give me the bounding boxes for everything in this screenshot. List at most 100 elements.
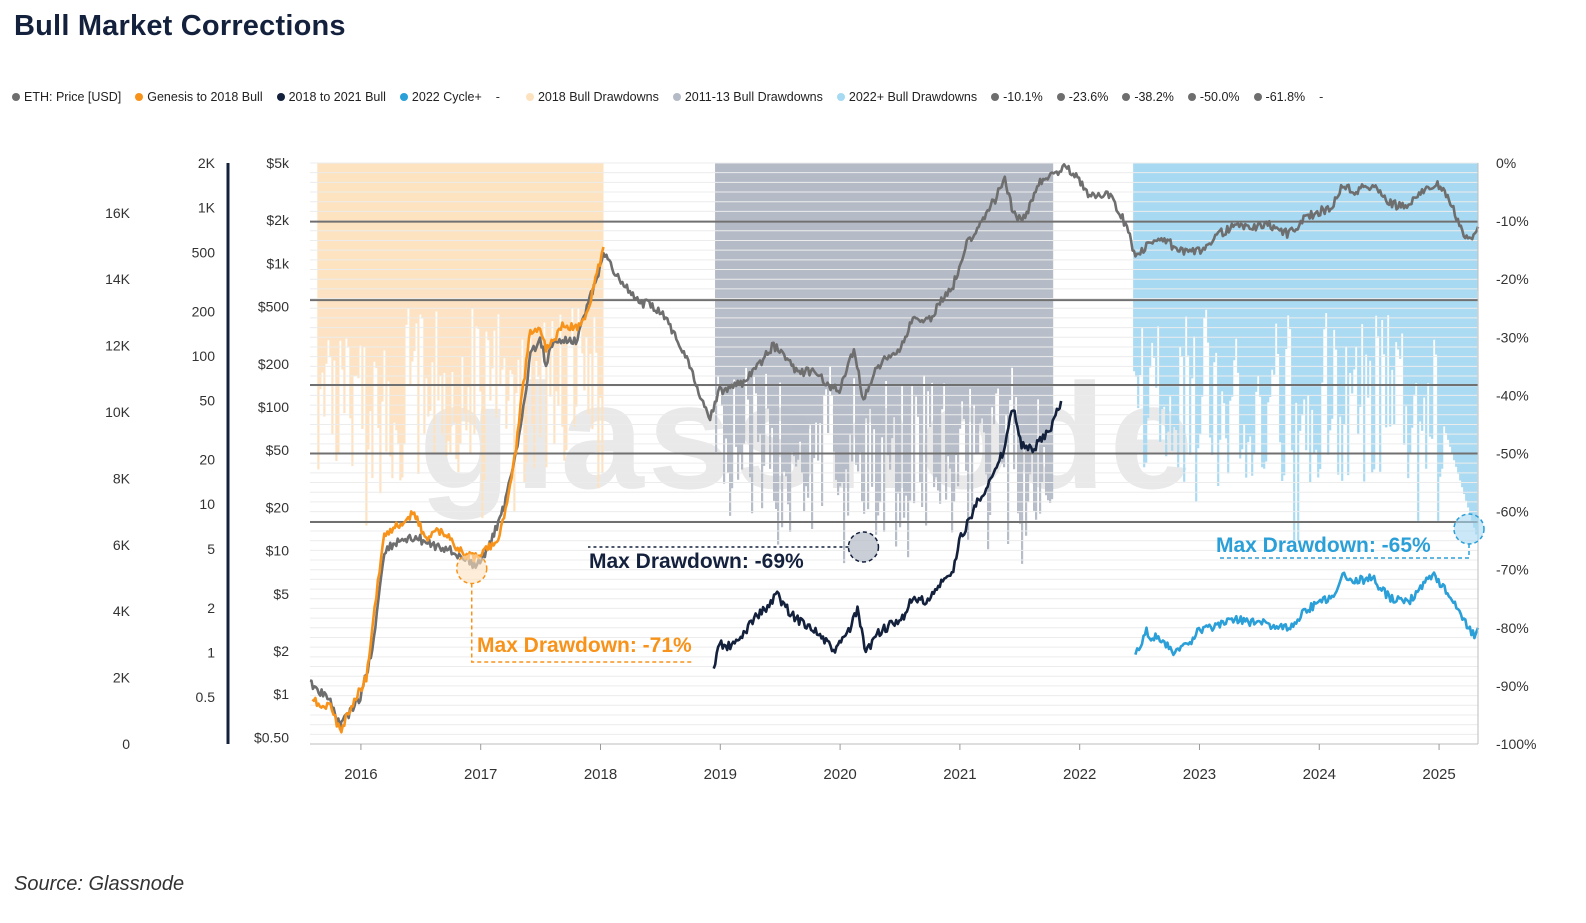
drawdown-tick-label: -100% <box>1496 736 1536 752</box>
price-tick-label: $20 <box>266 499 290 515</box>
legend-label: 2022+ Bull Drawdowns <box>848 90 978 104</box>
legend-dot-icon <box>276 93 285 101</box>
legend-item[interactable]: - <box>1319 90 1327 104</box>
legend-item[interactable]: ETH: Price [USD] <box>12 90 121 104</box>
legend-label: -38.2% <box>1134 90 1174 104</box>
chart-title: Bull Market Corrections <box>14 10 346 42</box>
legend-dot-icon <box>1253 93 1262 101</box>
x-tick-label: 2021 <box>943 766 976 783</box>
x-tick-label: 2023 <box>1183 766 1216 783</box>
legend-item[interactable]: -50.0% <box>1187 90 1240 104</box>
x-tick-label: 2017 <box>464 766 497 783</box>
price-tick-label: $2k <box>266 212 290 228</box>
price-tick-label: $5k <box>266 155 290 171</box>
drawdown-tick-label: -70% <box>1496 562 1529 578</box>
ax1-tick-label: 12K <box>105 338 131 354</box>
ax1-tick-label: 8K <box>113 470 131 486</box>
max-drawdown-label: Max Drawdown: -65% <box>1216 534 1431 557</box>
series-layer <box>309 163 1480 734</box>
ax2-tick-label: 200 <box>192 303 216 319</box>
grid-layer <box>310 162 1478 745</box>
drawdown-tick-label: -50% <box>1496 446 1529 462</box>
x-tick-label: 2018 <box>584 766 617 783</box>
legend-dot-icon <box>1056 93 1065 101</box>
x-tick-label: 2019 <box>704 766 737 783</box>
legend-label: 2022 Cycle+ <box>411 90 482 104</box>
price-tick-label: $50 <box>266 442 290 458</box>
ax2-tick-label: 0.5 <box>196 689 216 705</box>
legend-dash-icon: - <box>495 90 500 104</box>
price-tick-label: $0.50 <box>254 729 289 745</box>
ax1-tick-label: 14K <box>105 271 131 287</box>
max-drawdown-marker <box>1453 513 1485 545</box>
legend-item[interactable]: 2022 Cycle+ <box>399 90 482 104</box>
ax1-tick-label: 4K <box>113 603 131 619</box>
ax2-tick-label: 1K <box>198 200 216 216</box>
legend-dot-icon <box>399 93 408 101</box>
legend-item[interactable]: -10.1% <box>991 90 1043 104</box>
ax1-tick-label: 0 <box>122 736 130 752</box>
max-drawdown-marker <box>847 531 880 563</box>
legend-item[interactable]: 2011-13 Bull Drawdowns <box>672 90 823 104</box>
legend-dot-icon <box>1122 93 1131 101</box>
legend-label: -61.8% <box>1265 90 1306 104</box>
series-line <box>1134 571 1480 657</box>
ax2-tick-label: 5 <box>207 541 215 557</box>
chart: glassnode 2016 2017 2018 2019 2020 2021 2022 20… <box>105 155 1536 783</box>
drawdown-tick-label: -90% <box>1496 678 1529 694</box>
legend-label: Genesis to 2018 Bull <box>147 90 263 104</box>
max-drawdown-leader <box>1218 544 1470 559</box>
legend-dot-icon <box>135 93 144 101</box>
price-tick-label: $100 <box>258 399 289 415</box>
axes-layer: 2016 2017 2018 2019 2020 2021 2022 2023 2024 2025… <box>105 155 1536 783</box>
legend-dash-icon: - <box>1319 90 1324 104</box>
ax2-tick-label: 2 <box>207 600 215 616</box>
legend-label: ETH: Price [USD] <box>24 90 122 104</box>
ax1-tick-label: 10K <box>105 404 131 420</box>
series-line <box>311 246 605 734</box>
legend-dot-icon <box>12 93 20 101</box>
drawdown-tick-label: -10% <box>1496 213 1529 229</box>
legend-label: 2018 to 2021 Bull <box>288 90 386 104</box>
ax2-tick-label: 500 <box>192 244 216 260</box>
max-drawdown-marker <box>455 552 488 585</box>
legend-dot-icon <box>525 93 534 101</box>
price-tick-label: $10 <box>266 543 290 559</box>
price-tick-label: $5 <box>273 586 289 602</box>
max-drawdown-leader <box>470 583 694 663</box>
legend-label: -10.1% <box>1003 90 1043 104</box>
series-line <box>712 400 1063 670</box>
drawdown-tick-label: -60% <box>1496 504 1529 520</box>
legend-label: -50.0% <box>1199 90 1240 104</box>
annotations-layer: Max Drawdown: -71% Max Drawdown: -69% Max … <box>455 513 1485 663</box>
legend-item[interactable]: 2022+ Bull Drawdowns <box>836 90 978 104</box>
drawdown-tick-label: -30% <box>1496 329 1529 345</box>
x-tick-label: 2020 <box>823 766 856 783</box>
ax2-tick-label: 100 <box>192 348 216 364</box>
legend-item[interactable]: 2018 to 2021 Bull <box>276 90 386 104</box>
ax1-tick-label: 16K <box>105 205 131 221</box>
legend-dot-icon <box>672 93 681 101</box>
ax2-tick-label: 1 <box>207 644 215 660</box>
price-tick-label: $1 <box>273 686 289 702</box>
legend-item[interactable]: - <box>496 90 504 104</box>
ax1-tick-label: 6K <box>113 537 131 553</box>
x-tick-label: 2024 <box>1303 766 1336 783</box>
price-tick-label: $2 <box>273 643 289 659</box>
legend-item[interactable]: 2018 Bull Drawdowns <box>525 90 659 104</box>
drawdown-tick-label: -20% <box>1496 271 1529 287</box>
legend: ETH: Price [USD] Genesis to 2018 Bull 2018… <box>12 87 1349 107</box>
max-drawdown-label: Max Drawdown: -71% <box>477 634 692 657</box>
legend-item[interactable]: -61.8% <box>1253 90 1306 104</box>
drawdown-tick-label: -40% <box>1496 387 1529 403</box>
legend-item[interactable]: -38.2% <box>1122 90 1174 104</box>
ax2-tick-label: 10 <box>199 496 215 512</box>
legend-label: 2011-13 Bull Drawdowns <box>684 90 823 104</box>
legend-dot-icon <box>991 93 1000 101</box>
price-tick-label: $500 <box>258 299 289 315</box>
legend-item[interactable]: -23.6% <box>1056 90 1108 104</box>
x-tick-label: 2016 <box>344 766 377 783</box>
drawdown-tick-label: 0% <box>1496 155 1516 171</box>
price-tick-label: $1k <box>266 255 290 271</box>
legend-item[interactable]: Genesis to 2018 Bull <box>135 90 263 104</box>
